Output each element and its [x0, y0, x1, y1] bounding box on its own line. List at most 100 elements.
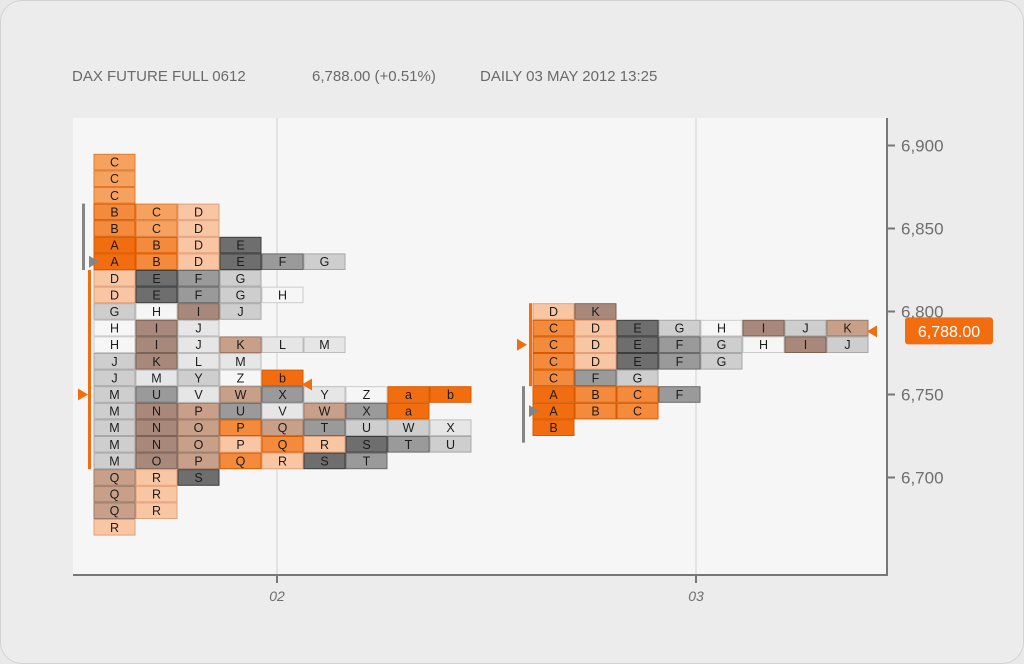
profile-cell — [345, 436, 388, 453]
profile-cell-letter: G — [633, 371, 643, 385]
profile-cell — [219, 452, 262, 470]
y-tick-label: 6,800 — [901, 303, 944, 322]
session-info: DAILY 03 MAY 2012 13:25 — [480, 68, 658, 85]
initial-balance-bar — [522, 386, 525, 443]
profile-cell-letter: M — [319, 338, 329, 352]
profile-cell-letter: Q — [278, 421, 288, 435]
profile-cell — [93, 303, 136, 320]
profile-cell-letter: I — [155, 322, 158, 336]
profile-cell — [135, 236, 178, 254]
profile-cell — [658, 319, 701, 337]
profile-cell — [135, 253, 178, 270]
profile-cell — [93, 270, 136, 287]
profile-cell — [93, 236, 136, 254]
profile-cell-letter: F — [676, 388, 684, 402]
profile-cell-letter: R — [110, 521, 119, 535]
profile-cell-letter: B — [110, 205, 118, 219]
profile-cell-letter: D — [591, 338, 600, 352]
profile-cell-letter: X — [362, 405, 371, 419]
profile-cell — [303, 452, 346, 470]
profile-cell-letter: M — [109, 421, 119, 435]
profile-cell-letter: R — [152, 471, 161, 485]
profile-cell-letter: Q — [110, 504, 120, 518]
profile-cell — [387, 419, 430, 436]
profile-cell — [261, 369, 304, 387]
profile-cell — [93, 336, 136, 353]
value-area-bar — [88, 270, 91, 470]
profile-cell-letter: E — [152, 288, 160, 302]
profile-cell — [93, 153, 136, 171]
profile-cell-letter: C — [549, 322, 558, 336]
profile-cell-letter: D — [110, 272, 119, 286]
profile-cell-letter: H — [717, 322, 726, 336]
profile-cell — [93, 469, 136, 486]
profile-cell — [219, 436, 262, 453]
profile-cell-letter: A — [549, 388, 558, 402]
profile-cell — [261, 253, 304, 270]
profile-cell — [261, 436, 304, 453]
profile-cell — [742, 319, 785, 337]
profile-cell — [658, 386, 701, 403]
profile-cell-letter: C — [549, 371, 558, 385]
profile-cell — [616, 402, 659, 420]
profile-cell-letter: I — [762, 322, 765, 336]
profile-cell — [616, 353, 659, 370]
profile-cell — [135, 436, 178, 453]
profile-cell — [93, 170, 136, 187]
profile-cell — [219, 336, 262, 353]
profile-cell — [177, 220, 220, 237]
profile-cell — [177, 452, 220, 470]
profile-cell-letter: M — [109, 405, 119, 419]
profile-cell — [429, 386, 472, 403]
profile-cell-letter: C — [110, 172, 119, 186]
profile-cell-letter: N — [152, 421, 161, 435]
profile-cell-letter: Q — [236, 454, 246, 468]
profile-cell — [135, 220, 178, 237]
profile-cell — [532, 369, 575, 387]
profile-cell — [93, 419, 136, 436]
profile-cell-letter: C — [549, 355, 558, 369]
x-tick-label: 02 — [269, 588, 285, 604]
profile-cell — [532, 419, 575, 436]
profile-cell-letter: A — [110, 255, 119, 269]
profile-cell — [93, 203, 136, 221]
profile-cell-letter: Q — [110, 471, 120, 485]
profile-cell — [616, 386, 659, 403]
profile-cell — [261, 452, 304, 470]
profile-cell — [135, 286, 178, 304]
profile-cell — [93, 485, 136, 503]
profile-cell-letter: F — [195, 288, 203, 302]
profile-cell — [219, 303, 262, 320]
profile-cell-letter: F — [279, 255, 287, 269]
profile-cell-letter: G — [717, 338, 727, 352]
profile-cell-letter: J — [111, 371, 117, 385]
profile-cell-letter: P — [194, 454, 202, 468]
profile-cell-letter: S — [362, 438, 370, 452]
profile-cell — [387, 386, 430, 403]
profile-cell-letter: O — [152, 454, 162, 468]
profile-cell-letter: A — [110, 239, 119, 253]
profile-cell-letter: B — [152, 255, 160, 269]
profile-cell-letter: J — [111, 355, 117, 369]
profile-cell — [135, 402, 178, 420]
profile-cell-letter: K — [591, 305, 600, 319]
profile-cell-letter: B — [110, 222, 118, 236]
profile-cell-letter: T — [405, 438, 413, 452]
profile-cell — [93, 502, 136, 519]
profile-cell-letter: Z — [237, 371, 245, 385]
profile-cell-letter: F — [676, 355, 684, 369]
profile-cell-letter: R — [152, 504, 161, 518]
profile-cell-letter: E — [633, 355, 641, 369]
current-price-label: 6,788.00 — [918, 324, 980, 341]
profile-cell-letter: M — [109, 388, 119, 402]
instrument-title: DAX FUTURE FULL 0612 — [72, 68, 246, 85]
profile-cell-letter: H — [152, 305, 161, 319]
profile-cell — [742, 336, 785, 353]
poc-marker — [517, 338, 527, 351]
profile-cell-letter: G — [110, 305, 120, 319]
price-change: 6,788.00 (+0.51%) — [312, 68, 436, 85]
profile-cell-letter: R — [320, 438, 329, 452]
profile-cell — [700, 319, 743, 337]
profile-cell-letter: J — [195, 322, 201, 336]
profile-cell-letter: M — [235, 355, 245, 369]
